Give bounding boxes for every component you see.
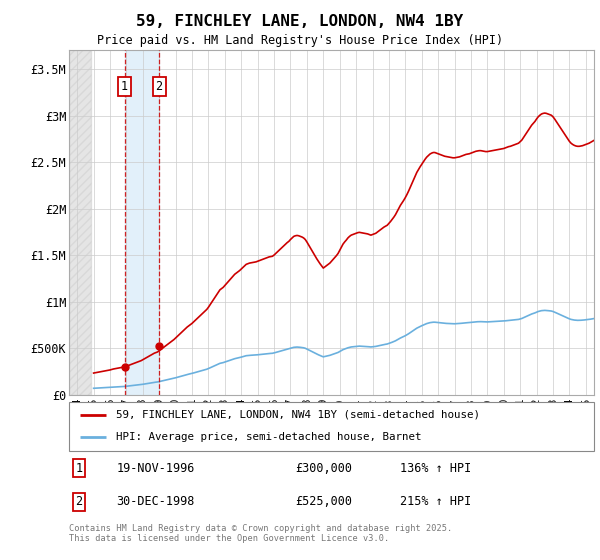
Text: 2: 2 (155, 80, 163, 93)
FancyBboxPatch shape (69, 402, 594, 451)
Text: £525,000: £525,000 (295, 495, 352, 508)
Text: 136% ↑ HPI: 136% ↑ HPI (400, 461, 471, 475)
Text: 59, FINCHLEY LANE, LONDON, NW4 1BY (semi-detached house): 59, FINCHLEY LANE, LONDON, NW4 1BY (semi… (116, 410, 480, 420)
Text: HPI: Average price, semi-detached house, Barnet: HPI: Average price, semi-detached house,… (116, 432, 422, 442)
Bar (69, 50, 91, 395)
Text: 19-NOV-1996: 19-NOV-1996 (116, 461, 194, 475)
Text: 30-DEC-1998: 30-DEC-1998 (116, 495, 194, 508)
Text: 1: 1 (121, 80, 128, 93)
Text: 59, FINCHLEY LANE, LONDON, NW4 1BY: 59, FINCHLEY LANE, LONDON, NW4 1BY (136, 14, 464, 29)
Text: 215% ↑ HPI: 215% ↑ HPI (400, 495, 471, 508)
Text: £300,000: £300,000 (295, 461, 352, 475)
Text: 2: 2 (76, 495, 82, 508)
Text: 1: 1 (76, 461, 82, 475)
Text: Price paid vs. HM Land Registry's House Price Index (HPI): Price paid vs. HM Land Registry's House … (97, 34, 503, 46)
Bar (125, 50, 159, 395)
Text: Contains HM Land Registry data © Crown copyright and database right 2025.
This d: Contains HM Land Registry data © Crown c… (69, 524, 452, 543)
